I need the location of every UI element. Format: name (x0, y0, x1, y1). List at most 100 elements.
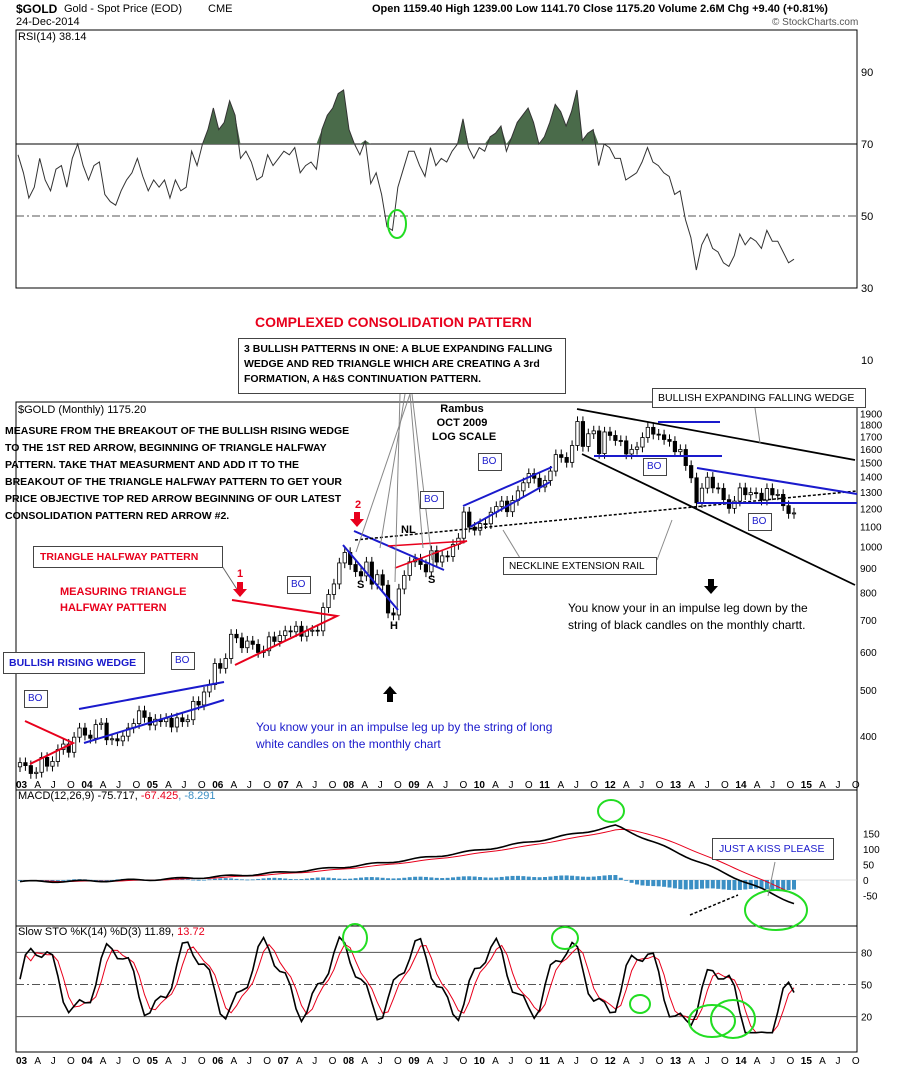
macd-hist-bar (662, 880, 667, 887)
x-tick-label: 15 (801, 780, 813, 791)
candle-body (174, 717, 180, 728)
x-tick-label: 11 (539, 780, 550, 791)
x-tick-label: O (786, 780, 794, 791)
macd-hist-bar (543, 877, 548, 880)
x-tick-label: A (165, 780, 172, 791)
macd-hist-bar (640, 880, 645, 886)
candle-body (180, 717, 185, 723)
macd-hist-bar (369, 877, 374, 880)
macd-hist-bar (792, 880, 796, 890)
bo-tag: BO (171, 652, 195, 670)
candle-body (450, 544, 456, 557)
candle-body (34, 771, 39, 774)
three-patterns-line: WEDGE AND RED TRIANGLE WHICH ARE CREATIN… (244, 358, 540, 370)
candle-body (537, 477, 542, 488)
bo-tag: BO (24, 690, 48, 708)
macd-hist-bar (310, 877, 315, 880)
x-tick-label: J (116, 1056, 121, 1067)
price-tick-label: 500 (860, 686, 877, 697)
bo-tag-text: BO (752, 516, 767, 527)
candle-body (580, 421, 586, 447)
x-tick-label: A (231, 780, 238, 791)
red-triangle-hs (387, 540, 468, 569)
candle-body (331, 583, 337, 595)
candle-body (17, 762, 23, 768)
rsi-tick-label: 70 (861, 139, 873, 151)
bo-tag-text: BO (647, 461, 662, 472)
candle-body (597, 430, 602, 454)
x-tick-label: 06 (212, 780, 224, 791)
macd-hist-bar (716, 880, 721, 889)
macd-hist-bar (575, 876, 580, 880)
x-tick-label: A (100, 780, 107, 791)
macd-hist-bar (55, 880, 60, 881)
macd-hist-bar (488, 877, 493, 880)
candle-body (72, 736, 77, 753)
macd-hist-bar (602, 875, 607, 880)
sto-tick-label: 80 (861, 948, 873, 959)
candle-body (667, 439, 672, 442)
candle-body (710, 476, 715, 489)
callout-pointer (394, 393, 401, 583)
candle-body (23, 762, 28, 766)
x-tick-label: J (770, 1056, 775, 1067)
sto-legend: Slow STO %K(14) %D(3) 11.89, 13.72 (18, 926, 205, 938)
candle-body (705, 476, 710, 489)
candle-body (488, 511, 493, 525)
macd-legend-signal: -67.425 (140, 790, 179, 802)
macd-hist-bar (624, 880, 629, 881)
x-tick-label: J (312, 1056, 317, 1067)
macd-hist-bar (667, 880, 672, 888)
x-tick-label: O (263, 1056, 271, 1067)
bo-tag-text: BO (175, 655, 190, 666)
x-tick-label: A (623, 780, 630, 791)
macd-tick-label: 50 (863, 861, 875, 872)
macd-hist-bar (781, 880, 786, 891)
price-tick-label: 1500 (860, 458, 883, 469)
macd-hist-bar (456, 876, 461, 880)
macd-hist-bar (532, 877, 537, 880)
candle-body (510, 500, 515, 513)
candle-body (607, 431, 613, 436)
macd-trendline (689, 894, 739, 916)
macd-hist-bar (483, 877, 488, 880)
x-tick-label: J (247, 1056, 252, 1067)
three-patterns-line: FORMATION, A H&S CONTINUATION PATTERN. (244, 373, 482, 385)
candle-body (602, 431, 607, 454)
callout-pointer (754, 407, 761, 444)
hs-head: H (390, 620, 398, 632)
x-tick-label: A (558, 780, 565, 791)
candle-body (764, 488, 770, 501)
macd-hist-bar (694, 880, 699, 890)
x-tick-label: J (705, 780, 710, 791)
candle-body (82, 727, 88, 736)
macd-hist-bar (396, 878, 401, 880)
x-tick-label: J (639, 780, 644, 791)
macd-hist-bar (494, 877, 499, 880)
macd-hist-bar (358, 877, 363, 880)
x-tick-label: 10 (474, 780, 486, 791)
efw-blue-upper (353, 530, 445, 571)
efw-blue-lower (342, 544, 399, 611)
macd-hist-bar (229, 878, 234, 880)
red-arrow-1 (233, 582, 247, 597)
candle-body (212, 663, 217, 686)
macd-hist-bar (413, 876, 418, 880)
candle-body (283, 630, 288, 636)
x-tick-label: O (198, 780, 206, 791)
macd-hist-bar (234, 878, 239, 880)
red-arrow-2 (350, 512, 364, 527)
macd-hist-bar (239, 879, 244, 881)
x-tick-label: 05 (147, 1056, 159, 1067)
callout-pointer (411, 393, 433, 561)
candle-body (391, 612, 396, 616)
black-arrow-up (383, 686, 397, 702)
macd-hist-bar (434, 877, 439, 880)
x-tick-label: O (525, 1056, 533, 1067)
sto-legend-main: Slow STO %K(14) %D(3) 11.89, (18, 926, 178, 938)
macd-hist-bar (180, 878, 185, 880)
neckline-label: NECKLINE EXTENSION RAIL (509, 561, 645, 572)
macd-hist-bar (510, 875, 515, 880)
candle-body (88, 734, 93, 739)
